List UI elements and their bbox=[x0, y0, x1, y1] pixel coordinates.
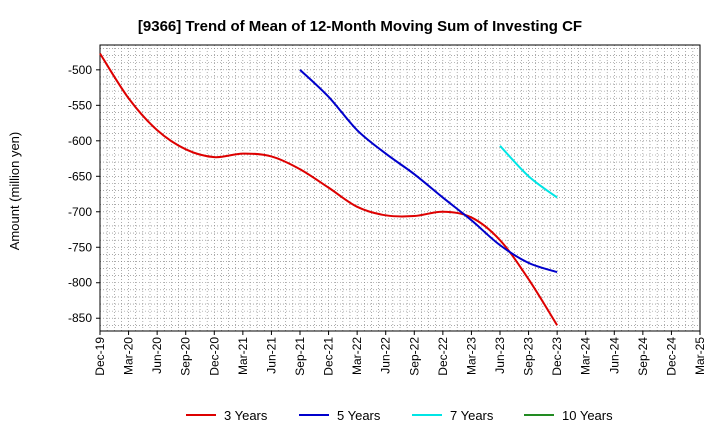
legend-label-5-years: 5 Years bbox=[337, 408, 381, 423]
x-tick-label: Mar-21 bbox=[236, 337, 250, 375]
chart-title: [9366] Trend of Mean of 12-Month Moving … bbox=[138, 18, 582, 35]
legend-label-3-years: 3 Years bbox=[224, 408, 268, 423]
y-tick-label: -850 bbox=[68, 311, 92, 325]
x-tick-label: Sep-23 bbox=[522, 337, 536, 376]
x-axis-ticks: Dec-19 Mar-20 Jun-20 Sep-20 Dec-20 Mar-21 Jun-… bbox=[93, 331, 707, 376]
legend-label-10-years: 10 Years bbox=[562, 408, 613, 423]
y-tick-label: -600 bbox=[68, 134, 92, 148]
x-tick-label: Dec-20 bbox=[207, 337, 221, 376]
x-tick-label: Dec-21 bbox=[322, 337, 336, 376]
x-tick-label: Dec-23 bbox=[550, 337, 564, 376]
plot-frame bbox=[99, 44, 701, 332]
x-tick-label: Jun-20 bbox=[150, 337, 164, 374]
y-tick-label: -500 bbox=[68, 63, 92, 77]
x-tick-label: Jun-24 bbox=[607, 337, 621, 374]
plot-border bbox=[99, 44, 701, 332]
series-lines bbox=[99, 52, 558, 326]
x-tick-label: Mar-22 bbox=[350, 337, 364, 375]
x-tick-label: Dec-24 bbox=[664, 337, 678, 376]
y-axis-ticks: -500 -550 -600 -650 -700 -750 -800 -850 bbox=[68, 63, 100, 325]
x-tick-label: Jun-23 bbox=[493, 337, 507, 374]
series-line-3-years bbox=[99, 52, 558, 326]
y-tick-label: -700 bbox=[68, 205, 92, 219]
x-tick-label: Dec-19 bbox=[93, 337, 107, 376]
series-line-7-years bbox=[499, 145, 558, 199]
x-tick-label: Sep-24 bbox=[636, 337, 650, 376]
grid bbox=[99, 45, 701, 331]
x-tick-label: Sep-20 bbox=[179, 337, 193, 376]
x-tick-label: Jun-21 bbox=[264, 337, 278, 374]
y-tick-label: -800 bbox=[68, 276, 92, 290]
x-tick-label: Mar-25 bbox=[693, 337, 707, 375]
y-tick-label: -750 bbox=[68, 240, 92, 254]
x-tick-label: Dec-22 bbox=[436, 337, 450, 376]
x-tick-label: Sep-21 bbox=[293, 337, 307, 376]
legend-label-7-years: 7 Years bbox=[450, 408, 494, 423]
x-tick-label: Mar-23 bbox=[464, 337, 478, 375]
x-tick-label: Jun-22 bbox=[379, 337, 393, 374]
x-tick-label: Sep-22 bbox=[407, 337, 421, 376]
y-tick-label: -650 bbox=[68, 169, 92, 183]
legend: 3 Years 5 Years 7 Years 10 Years bbox=[186, 408, 613, 423]
y-axis-label: Amount (million yen) bbox=[7, 132, 22, 251]
x-tick-label: Mar-24 bbox=[579, 337, 593, 375]
y-tick-label: -550 bbox=[68, 98, 92, 112]
x-tick-label: Mar-20 bbox=[122, 337, 136, 375]
series-line-5-years bbox=[299, 69, 558, 274]
